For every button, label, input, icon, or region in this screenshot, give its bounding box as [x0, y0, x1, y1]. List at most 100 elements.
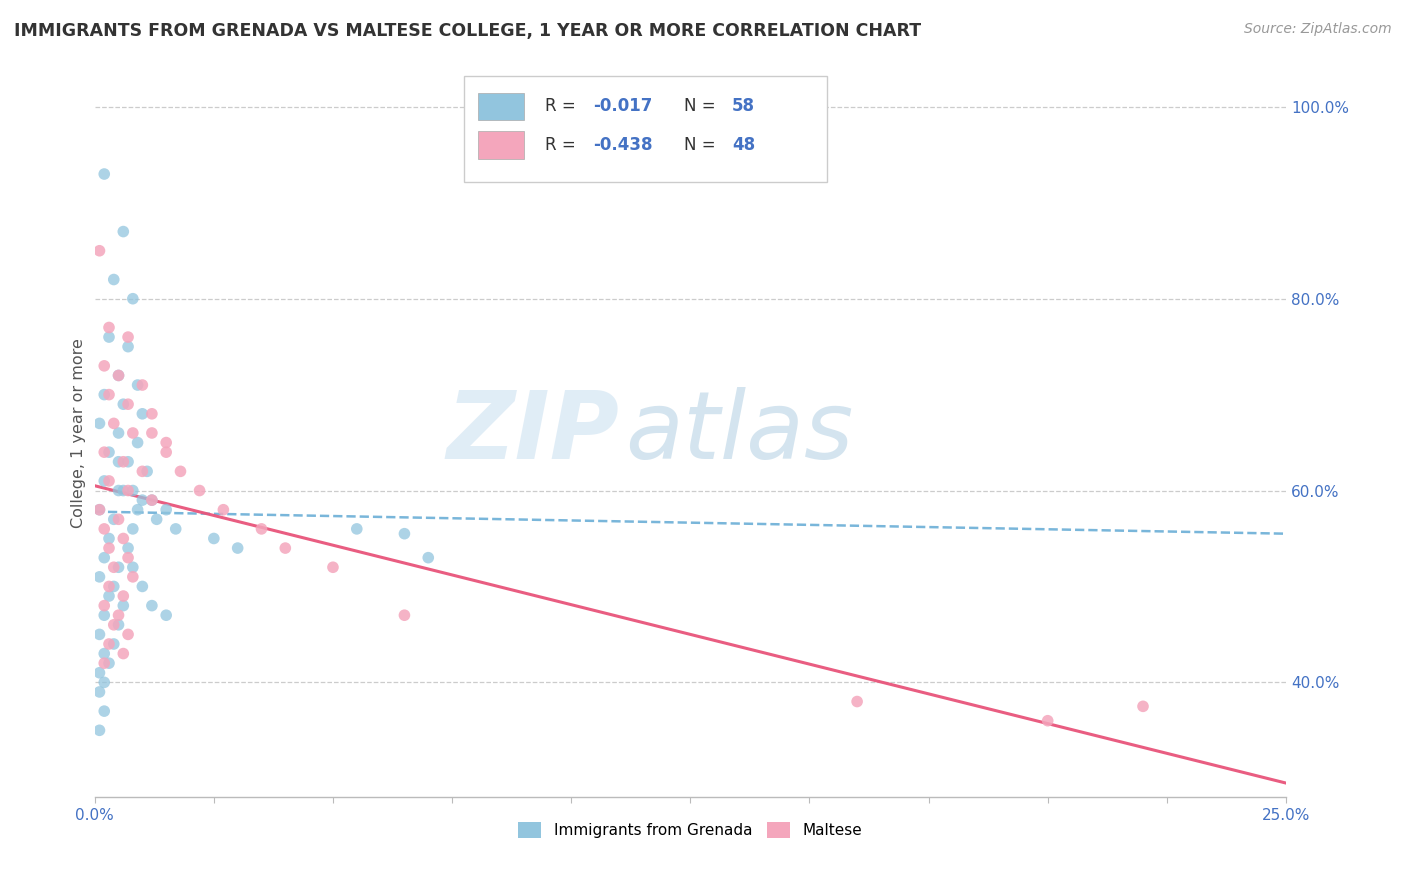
Point: [93, 522, 115, 536]
Point: [93, 599, 115, 613]
Point: [107, 560, 129, 574]
Point: [127, 502, 149, 516]
Point: [107, 368, 129, 383]
Point: [89, 502, 111, 516]
Point: [117, 330, 139, 344]
Point: [89, 627, 111, 641]
Text: ZIP: ZIP: [446, 387, 619, 479]
Point: [112, 225, 135, 239]
Point: [107, 483, 129, 498]
Point: [112, 483, 135, 498]
Point: [322, 560, 344, 574]
Point: [112, 599, 135, 613]
Point: [103, 579, 125, 593]
Text: N =: N =: [685, 97, 721, 115]
Point: [98, 579, 121, 593]
Point: [846, 694, 869, 708]
Point: [155, 435, 177, 450]
Point: [93, 675, 115, 690]
Point: [107, 455, 129, 469]
Point: [131, 493, 153, 508]
Point: [117, 455, 139, 469]
Point: [89, 417, 111, 431]
Point: [169, 464, 191, 478]
Point: [155, 502, 177, 516]
Point: [141, 493, 163, 508]
Point: [93, 387, 115, 401]
Point: [212, 502, 235, 516]
Point: [226, 541, 249, 555]
Point: [98, 387, 121, 401]
Point: [93, 704, 115, 718]
Point: [107, 368, 129, 383]
Point: [89, 723, 111, 738]
Legend: Immigrants from Grenada, Maltese: Immigrants from Grenada, Maltese: [512, 816, 869, 845]
Text: 58: 58: [733, 97, 755, 115]
Point: [107, 512, 129, 526]
Point: [250, 522, 273, 536]
Point: [93, 167, 115, 181]
Point: [117, 550, 139, 565]
Point: [346, 522, 368, 536]
Point: [1036, 714, 1059, 728]
Point: [418, 550, 440, 565]
Point: [98, 330, 121, 344]
Point: [117, 340, 139, 354]
Point: [89, 570, 111, 584]
Point: [112, 589, 135, 603]
Point: [89, 244, 111, 258]
Point: [1132, 699, 1154, 714]
Point: [103, 637, 125, 651]
Point: [93, 550, 115, 565]
Text: atlas: atlas: [624, 387, 853, 478]
Point: [93, 474, 115, 488]
Text: R =: R =: [546, 136, 581, 154]
Point: [117, 397, 139, 411]
Point: [107, 425, 129, 440]
Point: [131, 378, 153, 392]
Point: [103, 512, 125, 526]
Point: [155, 608, 177, 623]
Point: [89, 502, 111, 516]
Point: [274, 541, 297, 555]
Point: [112, 397, 135, 411]
Point: [127, 435, 149, 450]
Point: [145, 512, 167, 526]
Point: [98, 532, 121, 546]
Point: [121, 425, 143, 440]
Point: [188, 483, 211, 498]
Point: [112, 647, 135, 661]
Point: [155, 445, 177, 459]
FancyBboxPatch shape: [464, 76, 827, 181]
Point: [103, 417, 125, 431]
Point: [394, 608, 416, 623]
Point: [131, 407, 153, 421]
Point: [121, 570, 143, 584]
Point: [93, 656, 115, 670]
Text: -0.438: -0.438: [593, 136, 652, 154]
Point: [98, 474, 121, 488]
Point: [89, 685, 111, 699]
Point: [127, 378, 149, 392]
Point: [93, 647, 115, 661]
Point: [121, 522, 143, 536]
Point: [121, 292, 143, 306]
Point: [98, 320, 121, 334]
Point: [141, 493, 163, 508]
Point: [93, 608, 115, 623]
Point: [103, 560, 125, 574]
Point: [131, 579, 153, 593]
Point: [141, 599, 163, 613]
Text: N =: N =: [685, 136, 721, 154]
Point: [165, 522, 187, 536]
Text: -0.017: -0.017: [593, 97, 652, 115]
Point: [98, 541, 121, 555]
Point: [93, 445, 115, 459]
Point: [112, 532, 135, 546]
Point: [98, 656, 121, 670]
Point: [98, 445, 121, 459]
Text: 48: 48: [733, 136, 755, 154]
Point: [141, 407, 163, 421]
Point: [117, 627, 139, 641]
Point: [202, 532, 225, 546]
